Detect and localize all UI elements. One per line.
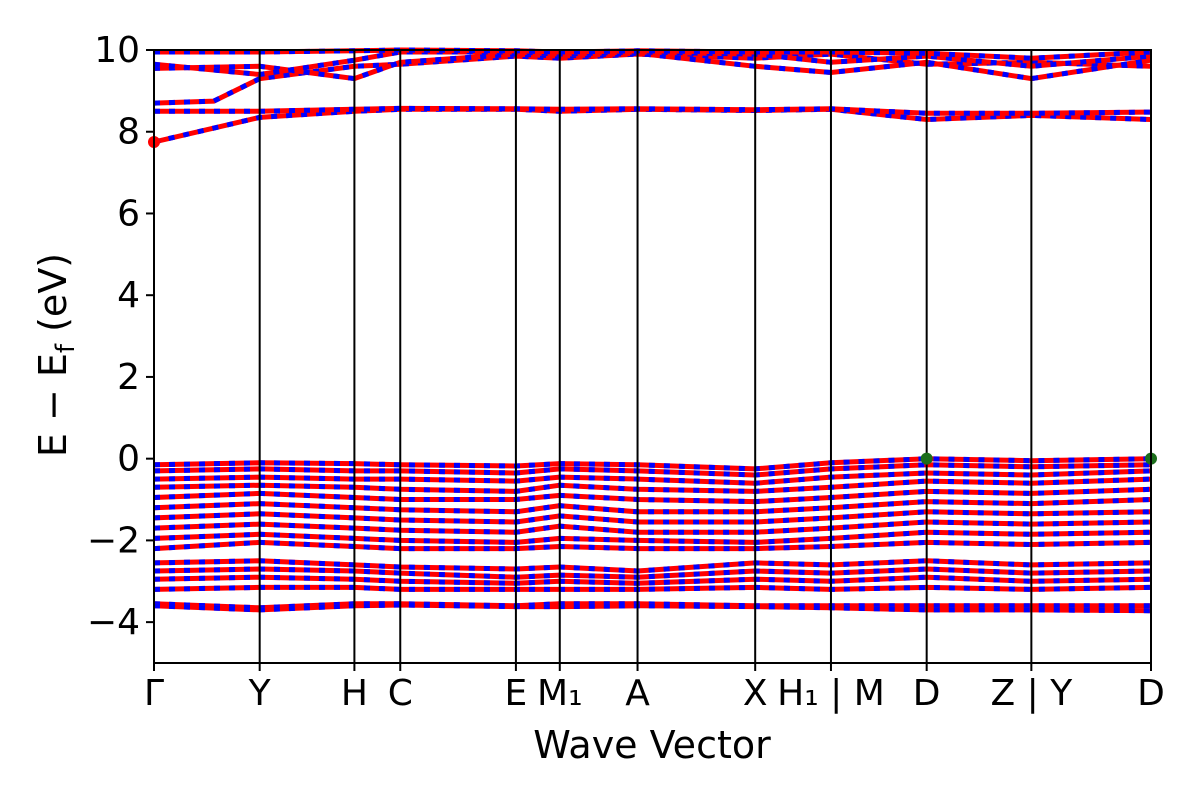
y-tick-label-5: 6 <box>117 193 140 234</box>
kpoint-lines <box>258 50 1033 663</box>
x-tick-label-0: Γ <box>144 673 164 714</box>
valence-band-4-dash <box>153 486 1152 505</box>
y-tick-label-3: 2 <box>117 357 140 398</box>
y-ticks: −4 −2 0 2 4 6 8 10 <box>87 30 154 643</box>
y-tick-label-0: −4 <box>87 602 140 643</box>
x-tick-label-1: Y <box>248 673 272 714</box>
valence-band-5-dash <box>153 497 1152 515</box>
valence-band-15-dash <box>153 602 1152 614</box>
x-ticks: Γ Y H C E M₁ A X H₁ | M D Z | Y D <box>144 663 1165 714</box>
x-tick-label-4: E <box>505 673 528 714</box>
x-tick-label-3: C <box>388 673 413 714</box>
vbm-marker-1 <box>920 452 933 465</box>
x-tick-label-6: A <box>625 673 650 714</box>
valence-band-11-dash <box>153 566 1152 580</box>
valence-band-12-dash <box>153 574 1152 586</box>
y-tick-label-7: 10 <box>94 30 140 71</box>
x-tick-label-5: M₁ <box>537 673 583 714</box>
valence-band-9-dash <box>153 539 1152 552</box>
valence-band-0-dash <box>153 456 1152 472</box>
x-tick-label-7: X <box>743 673 768 714</box>
valence-band-8-dash <box>153 529 1152 545</box>
valence-band-2-dash <box>153 468 1152 486</box>
x-tick-label-10: Z | Y <box>991 673 1074 714</box>
valence-band-1-dash <box>153 462 1152 478</box>
x-tick-label-2: H <box>341 673 368 714</box>
x-tick-label-11: D <box>1137 673 1165 714</box>
valence-band-6-dash <box>153 509 1152 525</box>
plot-frame <box>153 49 1152 664</box>
conduction-band-3-dash <box>153 50 1152 82</box>
valence-band-10-dash <box>153 558 1152 574</box>
x-axis-label: Wave Vector <box>533 723 771 767</box>
y-tick-label-6: 8 <box>117 112 140 153</box>
y-tick-label-2: 0 <box>117 439 140 480</box>
valence-band-7-dash <box>153 519 1152 535</box>
y-axis-label: E − Ef (eV) <box>31 253 81 457</box>
markers-layer <box>148 135 1157 465</box>
x-tick-label-8: H₁ | M <box>777 673 885 714</box>
bands-layer <box>153 47 1152 614</box>
y-tick-label-4: 4 <box>117 275 140 316</box>
conduction-band-1-dash <box>154 105 1152 116</box>
valence-band-3-dash <box>153 476 1152 494</box>
valence-band-13-dash <box>153 584 1152 592</box>
y-tick-label-1: −2 <box>87 520 140 561</box>
x-tick-label-9: D <box>913 673 941 714</box>
